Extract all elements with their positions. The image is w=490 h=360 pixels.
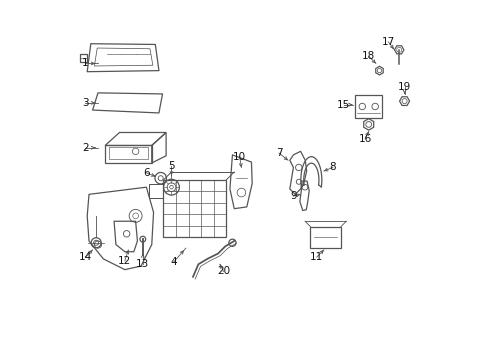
Text: 2: 2 <box>82 143 89 153</box>
Text: 14: 14 <box>79 252 92 262</box>
Text: 12: 12 <box>118 256 131 266</box>
Bar <box>355 95 382 118</box>
Text: 1: 1 <box>82 58 89 68</box>
Text: 6: 6 <box>143 168 149 178</box>
Text: 20: 20 <box>217 266 230 276</box>
Text: 13: 13 <box>136 259 149 269</box>
Bar <box>164 180 226 237</box>
Text: 17: 17 <box>382 37 395 47</box>
Text: 5: 5 <box>168 161 175 171</box>
Text: 7: 7 <box>276 148 282 158</box>
Text: 19: 19 <box>398 82 411 92</box>
Text: 15: 15 <box>337 100 350 110</box>
Text: 3: 3 <box>82 98 89 108</box>
Text: 11: 11 <box>310 252 323 262</box>
Text: 18: 18 <box>362 51 375 61</box>
Text: 9: 9 <box>290 191 297 201</box>
Text: 16: 16 <box>359 134 372 144</box>
Text: 4: 4 <box>170 257 176 267</box>
Text: 8: 8 <box>330 162 336 172</box>
Text: 10: 10 <box>233 152 246 162</box>
Bar <box>311 226 341 248</box>
